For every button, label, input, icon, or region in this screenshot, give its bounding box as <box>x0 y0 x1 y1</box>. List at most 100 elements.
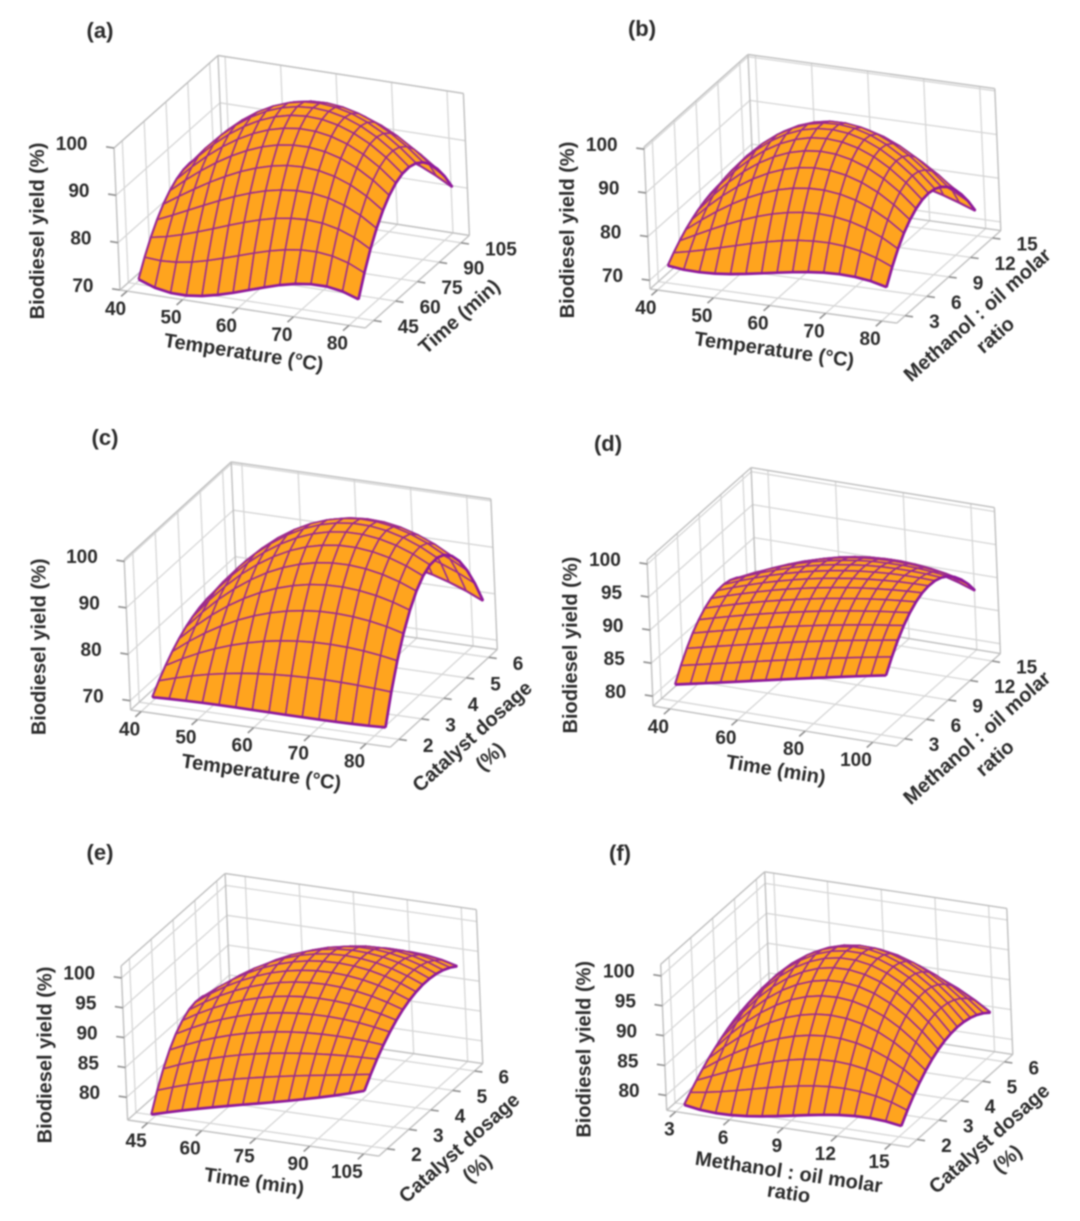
svg-text:Methanol : oil molar: Methanol : oil molar <box>899 667 1055 809</box>
svg-text:3: 3 <box>929 312 940 333</box>
svg-text:2: 2 <box>941 1136 952 1157</box>
svg-text:85: 85 <box>617 1051 639 1072</box>
svg-text:Biodiesel yield (%): Biodiesel yield (%) <box>557 142 579 319</box>
svg-text:70: 70 <box>288 744 309 765</box>
svg-text:3: 3 <box>929 735 940 756</box>
svg-text:Biodiesel yield (%): Biodiesel yield (%) <box>574 961 596 1138</box>
svg-text:Time (min): Time (min) <box>724 751 827 789</box>
svg-text:95: 95 <box>75 994 97 1015</box>
svg-text:105: 105 <box>331 1162 363 1183</box>
svg-text:6: 6 <box>951 293 962 314</box>
svg-text:12: 12 <box>815 1144 836 1165</box>
svg-text:12: 12 <box>995 254 1016 275</box>
svg-text:80: 80 <box>79 1083 100 1104</box>
svg-text:80: 80 <box>618 1081 639 1102</box>
svg-text:100: 100 <box>840 750 872 771</box>
svg-text:80: 80 <box>344 752 365 773</box>
svg-text:80: 80 <box>327 333 348 354</box>
svg-text:5: 5 <box>477 1087 488 1108</box>
svg-text:4: 4 <box>468 695 479 716</box>
svg-text:40: 40 <box>119 720 140 741</box>
svg-text:60: 60 <box>232 736 253 757</box>
svg-text:70: 70 <box>804 321 825 342</box>
svg-text:9: 9 <box>973 273 984 294</box>
svg-text:45: 45 <box>398 317 420 338</box>
svg-text:100: 100 <box>56 134 88 155</box>
svg-text:70: 70 <box>83 687 104 708</box>
svg-text:9: 9 <box>972 696 983 717</box>
svg-text:50: 50 <box>691 306 712 327</box>
svg-text:15: 15 <box>1016 658 1038 679</box>
svg-text:80: 80 <box>81 640 102 661</box>
svg-text:15: 15 <box>1017 235 1039 256</box>
svg-text:90: 90 <box>68 181 89 202</box>
svg-text:Temperature (°C): Temperature (°C) <box>693 328 855 372</box>
svg-text:(c): (c) <box>92 425 119 450</box>
svg-text:80: 80 <box>70 229 91 250</box>
svg-text:100: 100 <box>586 135 618 156</box>
svg-text:Methanol : oil molar: Methanol : oil molar <box>900 244 1056 386</box>
svg-text:100: 100 <box>66 547 98 568</box>
svg-text:(d): (d) <box>594 431 622 456</box>
svg-text:(e): (e) <box>87 840 114 865</box>
svg-text:Biodiesel yield (%): Biodiesel yield (%) <box>34 967 56 1144</box>
svg-text:15: 15 <box>868 1152 890 1173</box>
svg-text:6: 6 <box>499 1068 510 1089</box>
svg-text:Temperature (°C): Temperature (°C) <box>180 750 342 794</box>
svg-text:2: 2 <box>411 1145 422 1166</box>
svg-text:60: 60 <box>715 728 736 749</box>
svg-text:90: 90 <box>288 1154 309 1175</box>
svg-text:50: 50 <box>160 308 181 329</box>
svg-text:4: 4 <box>985 1097 996 1118</box>
svg-text:90: 90 <box>463 259 484 280</box>
svg-text:85: 85 <box>604 649 626 670</box>
svg-text:6: 6 <box>513 654 524 675</box>
svg-text:100: 100 <box>63 964 95 985</box>
svg-text:6: 6 <box>1029 1058 1040 1079</box>
svg-text:90: 90 <box>598 179 619 200</box>
svg-text:45: 45 <box>126 1131 148 1152</box>
svg-text:80: 80 <box>605 682 626 703</box>
svg-text:60: 60 <box>180 1139 201 1160</box>
svg-text:90: 90 <box>79 594 100 615</box>
svg-text:70: 70 <box>602 266 623 287</box>
svg-text:(b): (b) <box>628 16 656 41</box>
svg-text:5: 5 <box>1007 1078 1018 1099</box>
svg-text:60: 60 <box>747 314 768 335</box>
svg-text:95: 95 <box>615 992 637 1013</box>
svg-text:70: 70 <box>271 325 292 346</box>
svg-text:40: 40 <box>635 298 656 319</box>
svg-text:95: 95 <box>601 583 623 604</box>
svg-text:3: 3 <box>664 1120 675 1141</box>
svg-text:Biodiesel yield (%): Biodiesel yield (%) <box>27 143 49 320</box>
svg-text:(f): (f) <box>609 841 631 866</box>
svg-text:75: 75 <box>441 278 463 299</box>
svg-text:3: 3 <box>433 1126 444 1147</box>
svg-text:80: 80 <box>860 329 881 350</box>
svg-text:90: 90 <box>602 616 623 637</box>
svg-text:75: 75 <box>234 1146 256 1167</box>
svg-text:6: 6 <box>718 1128 729 1149</box>
svg-text:100: 100 <box>603 962 635 983</box>
svg-text:3: 3 <box>963 1117 974 1138</box>
svg-text:(a): (a) <box>87 18 114 43</box>
svg-text:Biodiesel yield (%): Biodiesel yield (%) <box>28 558 50 735</box>
svg-text:40: 40 <box>105 299 126 320</box>
svg-text:Temperature (°C): Temperature (°C) <box>162 330 324 376</box>
svg-text:90: 90 <box>76 1023 97 1044</box>
svg-text:3: 3 <box>445 715 456 736</box>
svg-text:50: 50 <box>175 728 196 749</box>
svg-text:80: 80 <box>600 222 621 243</box>
svg-text:4: 4 <box>455 1106 466 1127</box>
svg-text:90: 90 <box>616 1022 637 1043</box>
svg-text:40: 40 <box>648 717 669 738</box>
svg-text:105: 105 <box>485 239 517 260</box>
svg-text:60: 60 <box>216 316 237 337</box>
svg-text:2: 2 <box>423 736 434 757</box>
svg-text:85: 85 <box>78 1053 100 1074</box>
svg-text:80: 80 <box>783 739 804 760</box>
svg-text:9: 9 <box>772 1136 783 1157</box>
svg-text:Biodiesel yield (%): Biodiesel yield (%) <box>560 557 582 734</box>
svg-text:5: 5 <box>490 674 501 695</box>
svg-text:12: 12 <box>994 677 1015 698</box>
